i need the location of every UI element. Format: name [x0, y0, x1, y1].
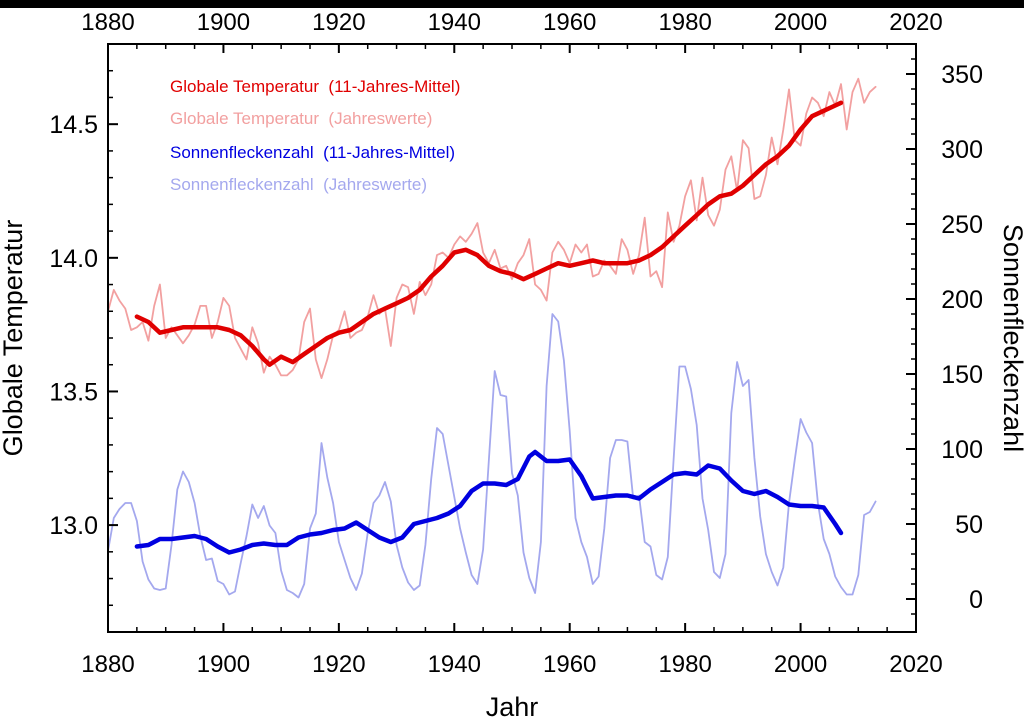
legend-entry-1: Globale Temperatur (11-Jahres-Mittel) [170, 77, 460, 96]
x-tick-label-top: 2020 [889, 9, 942, 36]
y-right-tick-label: 50 [955, 511, 983, 539]
legend-entry-4: Sonnenfleckenzahl (Jahreswerte) [170, 175, 427, 194]
y-right-tick-label: 200 [941, 286, 983, 314]
y-right-tick-label: 150 [941, 361, 983, 389]
x-tick-label-bottom: 1880 [81, 651, 134, 678]
y-axis-right-label: Sonnenfleckenzahl [998, 224, 1024, 452]
y-right-tick-label: 100 [941, 436, 983, 464]
y-left-tick-label: 13.0 [49, 512, 98, 540]
x-tick-label-top: 1880 [81, 9, 134, 36]
x-tick-label-bottom: 2020 [889, 651, 942, 678]
x-axis-label: Jahr [486, 692, 539, 718]
x-tick-label-bottom: 1900 [197, 651, 250, 678]
y-right-tick-label: 350 [941, 61, 983, 89]
x-tick-label-top: 1980 [658, 9, 711, 36]
top-border-bar [0, 0, 1024, 8]
y-right-tick-label: 250 [941, 211, 983, 239]
legend-entry-2: Globale Temperatur (Jahreswerte) [170, 109, 432, 128]
x-tick-label-bottom: 1940 [428, 651, 481, 678]
x-tick-label-top: 1940 [428, 9, 481, 36]
x-tick-label-bottom: 1920 [312, 651, 365, 678]
y-left-tick-label: 14.0 [49, 245, 98, 273]
series-line-1 [134, 100, 844, 367]
x-tick-label-top: 1900 [197, 9, 250, 36]
y-right-tick-label: 0 [969, 586, 983, 614]
x-tick-label-top: 1960 [543, 9, 596, 36]
series-line-4 [107, 313, 877, 599]
x-tick-label-top: 1920 [312, 9, 365, 36]
y-axis-left-label: Globale Temperatur [0, 220, 28, 457]
plot-frame [107, 43, 917, 633]
y-left-tick-label: 13.5 [49, 378, 98, 406]
x-tick-label-bottom: 1960 [543, 651, 596, 678]
series-line-3 [134, 449, 844, 555]
x-tick-label-bottom: 2000 [774, 651, 827, 678]
x-tick-label-bottom: 1980 [658, 651, 711, 678]
legend-entry-3: Sonnenfleckenzahl (11-Jahres-Mittel) [170, 143, 455, 162]
y-right-tick-label: 300 [941, 136, 983, 164]
series-line-2 [107, 77, 877, 380]
x-tick-label-top: 2000 [774, 9, 827, 36]
y-left-tick-label: 14.5 [49, 111, 98, 139]
